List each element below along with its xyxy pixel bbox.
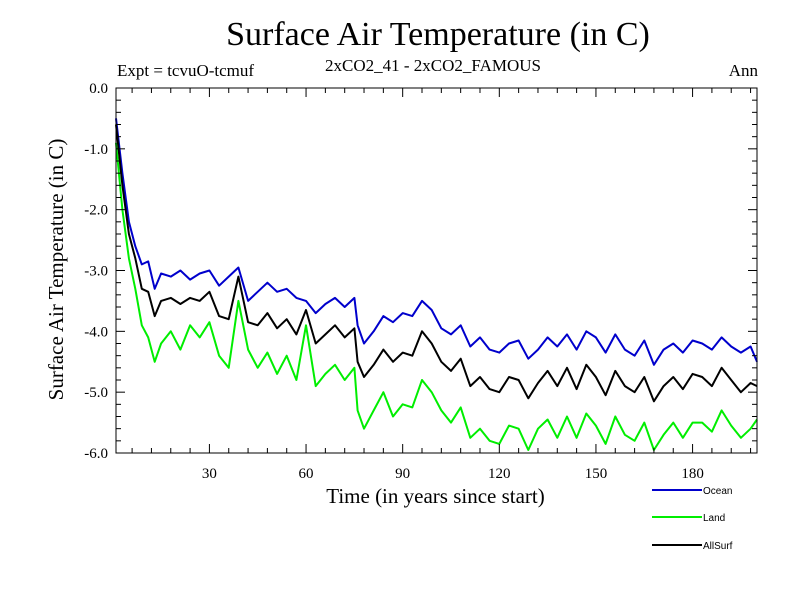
x-tick-label: 30 (202, 466, 217, 482)
x-tick-label: 150 (585, 466, 608, 482)
x-tick-label: 120 (488, 466, 511, 482)
plot-frame (115, 87, 758, 454)
y-tick-label: -1.0 (84, 142, 108, 158)
series-line-ocean (115, 118, 758, 366)
x-tick-label: 60 (299, 466, 314, 482)
x-tick-label: 90 (395, 466, 410, 482)
season-label: Ann (728, 61, 758, 80)
y-tick-label: -5.0 (84, 385, 108, 401)
y-tick-label: -6.0 (84, 446, 108, 462)
series-layer (115, 118, 758, 451)
y-tick-label: -2.0 (84, 203, 108, 219)
axis-labels: Time (in years since start) Surface Air T… (44, 139, 545, 508)
x-axis-label: Time (in years since start) (326, 484, 545, 508)
series-line-allsurf (115, 124, 758, 403)
legend-label-land: Land (703, 513, 725, 524)
y-tick-label: -4.0 (84, 324, 108, 340)
chart-title: Surface Air Temperature (in C) (226, 16, 650, 53)
legend: Ocean Land AllSurf (652, 486, 733, 552)
plot-area-border (115, 87, 758, 454)
y-tick-label: -3.0 (84, 264, 108, 280)
x-tick-label: 180 (681, 466, 704, 482)
y-tick-label: 0.0 (89, 81, 108, 97)
y-axis-label: Surface Air Temperature (in C) (44, 139, 68, 401)
axis-ticks: 0.0 -1.0 -2.0 -3.0 -4.0 -5.0 -6.0 30 60 90 120 150 1… (84, 81, 757, 482)
series-line-land (115, 142, 758, 451)
experiment-label: Expt = tcvuO-tcmuf (117, 61, 255, 80)
chart-subtitle: 2xCO2_41 - 2xCO2_FAMOUS (325, 56, 541, 75)
legend-label-ocean: Ocean (703, 486, 732, 497)
legend-label-allsurf: AllSurf (703, 541, 733, 552)
